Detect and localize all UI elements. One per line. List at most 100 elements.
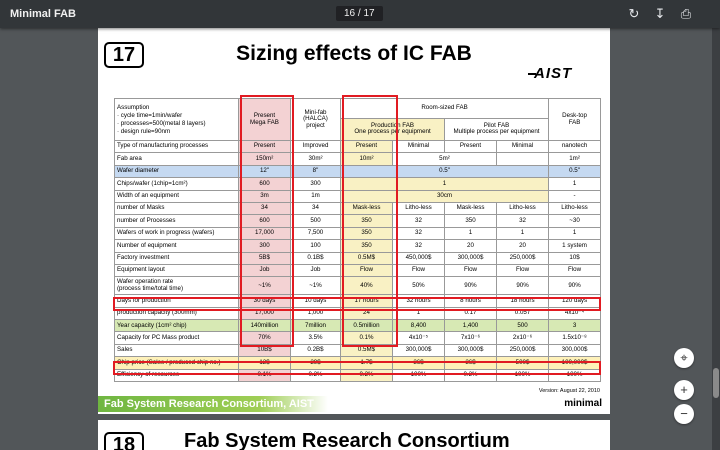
row-label: number of Masks [114,201,239,216]
rotate-icon[interactable]: ↻ [628,6,640,21]
table-cell: 100 [290,239,341,253]
aist-logo: AIST [534,65,573,82]
table-cell: Flow [444,263,497,278]
table-row: Number of equipment 300 100 350 32 20 20 1 syst… [114,239,602,253]
table-cell: 32 [495,214,550,228]
table-cell: 300 [238,239,291,253]
row-label: Fab area [114,152,239,166]
table-cell: 600 [238,214,291,228]
download-icon[interactable]: ↧ [654,6,666,21]
table-cell: 5B$ [238,251,291,265]
table-row: Chip price (Sales / produced chip no.) 12… [114,356,602,370]
table-row: Fab area 150m² 30m² 10m² 5m² 1m² [114,152,602,166]
table-cell: 1 [495,226,550,241]
fab-comparison-table: Assumption · cycle time=1min/wafer · pro… [114,98,602,383]
table-cell: 0.1% [340,331,393,345]
table-cell: 3 [548,319,602,333]
scrollbar-track[interactable] [712,28,720,450]
table-row: Wafer diameter 12" 8" 0.5" 0.5" [114,164,602,179]
table-cell: 1m² [548,152,602,166]
table-cell: 8,400 [392,319,445,333]
header-pilot-fab: Pilot FAB Multiple process per equipment [443,117,550,142]
table-cell: Litho-less [392,201,445,216]
table-row: Sales 10B$ 0.2B$ 0.5M$ 300,000$ 300,000$ 250,0… [114,343,602,358]
table-cell: 90% [495,276,550,296]
document-title: Minimal FAB [10,8,77,20]
table-cell: 0.5" [548,164,602,179]
row-label: Wafer diameter [114,164,239,179]
table-cell: 3.5% [290,331,341,345]
table-cell: 0.2% [444,368,497,383]
table-cell: 140million [238,319,291,333]
table-row: production capacity (300mm) 17,000 1,000 24… [114,306,602,321]
table-cell: 500 [290,214,341,228]
table-cell: 70% [238,331,291,345]
table-cell: 100% [392,368,445,383]
zoom-in-icon[interactable]: + [674,380,694,400]
row-label: Type of manufacturing processes [114,139,239,154]
footer-text: Fab System Research Consortium, AIST [104,398,314,410]
table-row: number of Processes 600 500 350 32 350 32 ~30 [114,214,602,228]
row-label: production capacity (300mm) [114,306,239,321]
table-cell: 32 [392,239,445,253]
table-cell: Job [290,263,341,278]
table-cell: 8" [290,164,341,179]
assumption-line: · cycle time=1min/wafer [117,111,183,119]
assumption-line: · processes=500(metal 8 layers) [117,119,206,127]
table-row: Wafers of work in progress (wafers) 17,00… [114,226,602,241]
table-cell: 1,000 [290,306,341,321]
table-cell: 20 [444,239,497,253]
table-cell: 1 [392,306,445,321]
table-cell: 34 [290,201,341,216]
table-row: Chips/wafer (1chip=1cm²) 600 300 1 1 [114,177,602,191]
table-cell: 0.17 [444,306,497,321]
table-cell: 32 [392,226,445,241]
table-cell: Mask-less [444,201,497,216]
table-cell: 36$ [392,356,445,370]
table-cell: 0.2% [290,368,341,383]
table-cell: 300 [290,177,341,191]
table-cell: 10m² [340,152,393,166]
table-cell: 0.5M$ [340,251,393,265]
table-cell: 40% [340,276,393,296]
table-cell: ~1% [238,276,291,296]
table-cell: 350 [340,226,393,241]
print-icon[interactable]: ⎙ [680,6,692,21]
table-cell: 100,000$ [548,356,602,370]
minimal-logo: minimal [564,398,602,409]
table-header-row: Assumption · cycle time=1min/wafer · pro… [114,98,602,141]
zoom-out-icon[interactable]: − [674,404,694,424]
fit-page-icon[interactable]: ⌖ [674,348,694,368]
table-cell: Litho-less [548,201,602,216]
header-mini-fab: Mini-fab (HALCA) project [290,98,341,141]
table-cell: 0.5million [340,319,393,333]
table-cell: 350 [444,214,497,228]
table-row: number of Masks 34 34 Mask-less Litho-less Ma… [114,201,602,216]
table-cell: 30cm [339,189,550,203]
scrollbar-thumb[interactable] [713,368,719,398]
table-row: Year capacity (1cm² chip) 140million 7mill… [114,319,602,333]
header-desktop-fab: Desk-top FAB [548,98,602,141]
table-cell: 10 days [290,294,341,308]
row-label: Factory investment [114,251,239,265]
header-production-fab: Production FAB One process per equipment [340,117,445,142]
table-cell: 0.1B$ [290,251,341,265]
table-cell: 300,000$ [444,251,497,265]
table-cell: Flow [340,263,393,278]
table-cell: 12" [238,164,291,179]
table-row: Type of manufacturing processes Present Im… [114,139,602,154]
row-label: Equipment layout [114,263,239,278]
row-label: Number of equipment [114,239,239,253]
table-cell: 30m² [290,152,341,166]
table-cell: 0.5" [339,164,550,179]
table-cell: 350 [340,239,393,253]
table-cell: 0.5M$ [340,343,393,358]
table-row: Capacity for PC Mass product 70% 3.5% 0.1% 4… [114,331,602,345]
page-indicator[interactable]: 16 / 17 [336,6,383,21]
table-cell: 5m² [392,152,497,166]
table-cell: 32 hours [392,294,445,308]
table-cell: 36$ [444,356,497,370]
table-cell: 8 hours [444,294,497,308]
next-slide-title: Fab System Research Consortium [184,430,510,450]
table-cell: 17,000 [238,306,291,321]
